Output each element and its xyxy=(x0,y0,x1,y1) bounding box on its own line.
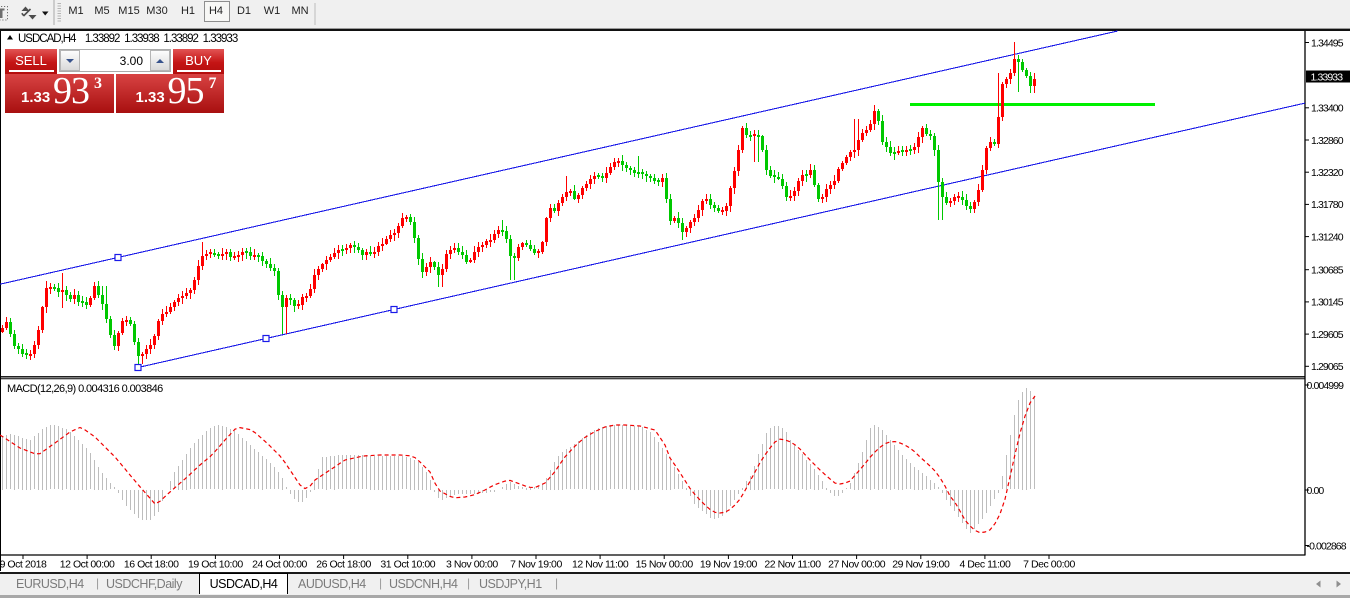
svg-text:1.32320: 1.32320 xyxy=(1311,167,1344,179)
svg-text:3 Nov 00:00: 3 Nov 00:00 xyxy=(446,559,498,571)
svg-text:29 Nov 19:00: 29 Nov 19:00 xyxy=(892,559,950,571)
svg-text:4 Dec 11:00: 4 Dec 11:00 xyxy=(959,559,1011,571)
svg-text:31 Oct 10:00: 31 Oct 10:00 xyxy=(380,559,435,571)
svg-text:1.31240: 1.31240 xyxy=(1311,231,1344,243)
svg-text:16 Oct 18:00: 16 Oct 18:00 xyxy=(124,559,179,571)
svg-text:1.34495: 1.34495 xyxy=(1311,37,1344,49)
svg-text:19 Oct 10:00: 19 Oct 10:00 xyxy=(188,559,243,571)
svg-text:9 Oct 2018: 9 Oct 2018 xyxy=(0,559,47,571)
svg-text:7 Nov 19:00: 7 Nov 19:00 xyxy=(510,559,562,571)
svg-text:1.33933: 1.33933 xyxy=(1311,71,1344,83)
svg-text:1.32860: 1.32860 xyxy=(1311,135,1344,147)
svg-text:-0.002868: -0.002868 xyxy=(1307,540,1347,552)
svg-text:1.33400: 1.33400 xyxy=(1311,103,1344,115)
svg-text:27 Nov 00:00: 27 Nov 00:00 xyxy=(828,559,886,571)
svg-text:1.31780: 1.31780 xyxy=(1311,199,1344,211)
svg-text:0.004999: 0.004999 xyxy=(1307,380,1345,392)
svg-text:1.30145: 1.30145 xyxy=(1311,297,1344,309)
svg-text:24 Oct 00:00: 24 Oct 00:00 xyxy=(252,559,307,571)
svg-text:7 Dec 00:00: 7 Dec 00:00 xyxy=(1023,559,1075,571)
svg-text:0.00: 0.00 xyxy=(1307,485,1325,497)
svg-text:12 Oct 00:00: 12 Oct 00:00 xyxy=(60,559,115,571)
svg-text:12 Nov 11:00: 12 Nov 11:00 xyxy=(572,559,629,571)
svg-text:26 Oct 18:00: 26 Oct 18:00 xyxy=(316,559,371,571)
svg-text:19 Nov 19:00: 19 Nov 19:00 xyxy=(700,559,758,571)
svg-text:1.29605: 1.29605 xyxy=(1311,329,1344,341)
svg-text:15 Nov 00:00: 15 Nov 00:00 xyxy=(636,559,694,571)
svg-text:1.30685: 1.30685 xyxy=(1311,265,1344,277)
svg-text:1.29065: 1.29065 xyxy=(1311,361,1344,373)
svg-text:22 Nov 11:00: 22 Nov 11:00 xyxy=(764,559,821,571)
